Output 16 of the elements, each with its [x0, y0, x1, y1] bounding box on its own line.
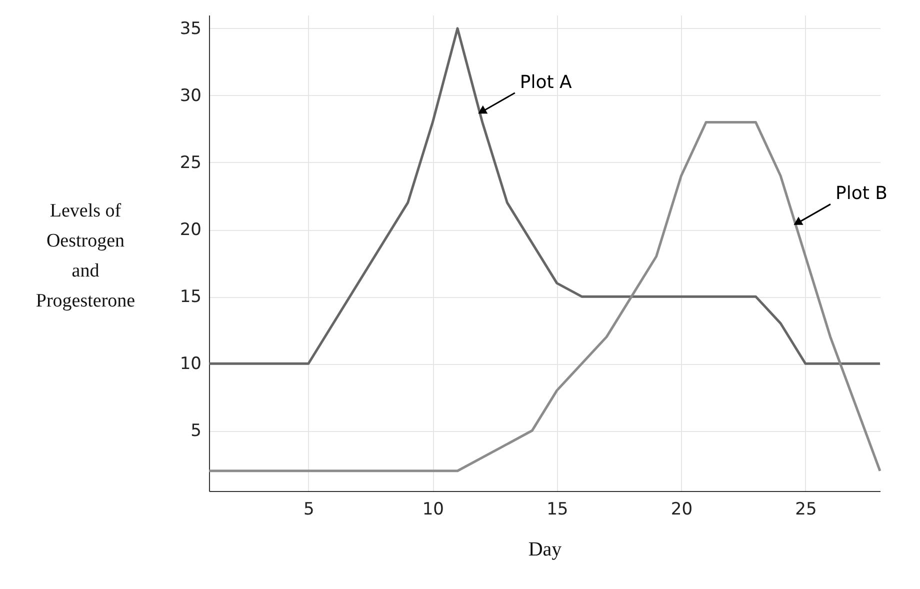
- x-tick-label: 20: [670, 500, 693, 520]
- x-tick-label: 10: [422, 500, 444, 520]
- annotation: Plot A: [520, 72, 573, 93]
- x-axis-title: Day: [528, 538, 562, 560]
- y-tick-label: 35: [180, 18, 202, 39]
- y-tick-label: 10: [180, 354, 202, 374]
- y-tick-label: 30: [180, 86, 202, 106]
- y-tick-label: 25: [180, 152, 202, 173]
- y-tick-label: 5: [190, 421, 202, 442]
- x-tick-label: 25: [795, 500, 817, 520]
- y-tick-label: 20: [180, 220, 202, 240]
- x-tick-label: 15: [546, 500, 568, 520]
- annotation: Plot B: [836, 183, 888, 204]
- y-axis-title: Levels of Oestrogen and Progesterone: [36, 200, 136, 312]
- y-tick-label: 15: [180, 287, 202, 308]
- x-tick-label: 5: [303, 500, 314, 520]
